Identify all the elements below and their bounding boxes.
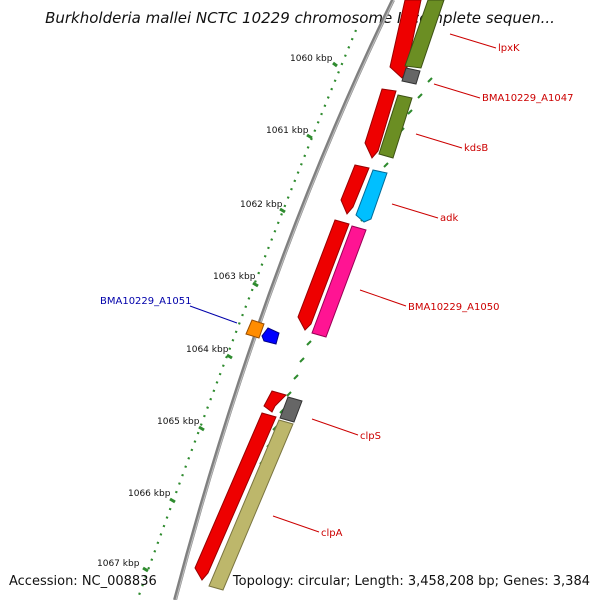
gene-A1051-orange[interactable]	[245, 319, 265, 339]
gene-label-kdsB[interactable]: kdsB	[464, 143, 488, 154]
gene-A1050-magenta[interactable]	[311, 225, 367, 338]
gene-adk-cyan[interactable]	[355, 169, 388, 223]
callout-A1047	[433, 83, 481, 99]
gene-clpA-red[interactable]	[194, 412, 277, 581]
callout-clpA	[272, 515, 320, 533]
callout-A1051	[189, 305, 238, 324]
callout-adk	[391, 203, 439, 219]
gene-label-A1047[interactable]: BMA10229_A1047	[482, 93, 573, 104]
gene-label-A1051[interactable]: BMA10229_A1051	[100, 296, 191, 307]
callout-lpxK	[449, 33, 497, 49]
tick-label-1062: 1062 kbp	[240, 200, 283, 210]
gene-label-A1050[interactable]: BMA10229_A1050	[408, 302, 499, 313]
gene-label-lpxK[interactable]: lpxK	[498, 43, 520, 54]
genome-summary-text: Topology: circular; Length: 3,458,208 bp…	[232, 574, 590, 589]
callout-kdsB	[415, 133, 463, 149]
chromosome-backbone	[173, 0, 395, 600]
gene-adk-red[interactable]	[340, 164, 370, 215]
tick-label-1065: 1065 kbp	[157, 417, 200, 427]
gene-A1047-grey[interactable]	[401, 67, 421, 85]
gene-label-clpA[interactable]: clpA	[321, 528, 343, 539]
callout-clpS	[311, 418, 359, 436]
tick-label-1063: 1063 kbp	[213, 272, 256, 282]
tick-label-1064: 1064 kbp	[186, 345, 229, 355]
accession-text: Accession: NC_008836	[9, 574, 157, 589]
tick-label-1066: 1066 kbp	[128, 489, 171, 499]
tick-label-1061: 1061 kbp	[266, 126, 309, 136]
gene-label-clpS[interactable]: clpS	[360, 431, 381, 442]
gene-kdsB-red[interactable]	[364, 88, 397, 159]
gene-clpS-red[interactable]	[263, 390, 287, 413]
callout-A1050	[359, 289, 407, 307]
tick-label-1067: 1067 kbp	[97, 559, 140, 569]
gene-label-adk[interactable]: adk	[440, 213, 458, 224]
gene-clpA-khaki[interactable]	[208, 419, 294, 591]
kbp-tick-marks	[142, 61, 338, 573]
gene-lpxK-olive[interactable]	[404, 0, 445, 69]
gene-A1050-red[interactable]	[297, 219, 350, 331]
gene-A1051-blue[interactable]	[261, 327, 280, 345]
gene-clpS-grey[interactable]	[279, 396, 303, 423]
gene-kdsB-olive[interactable]	[378, 94, 413, 159]
tick-label-1060: 1060 kbp	[290, 54, 333, 64]
